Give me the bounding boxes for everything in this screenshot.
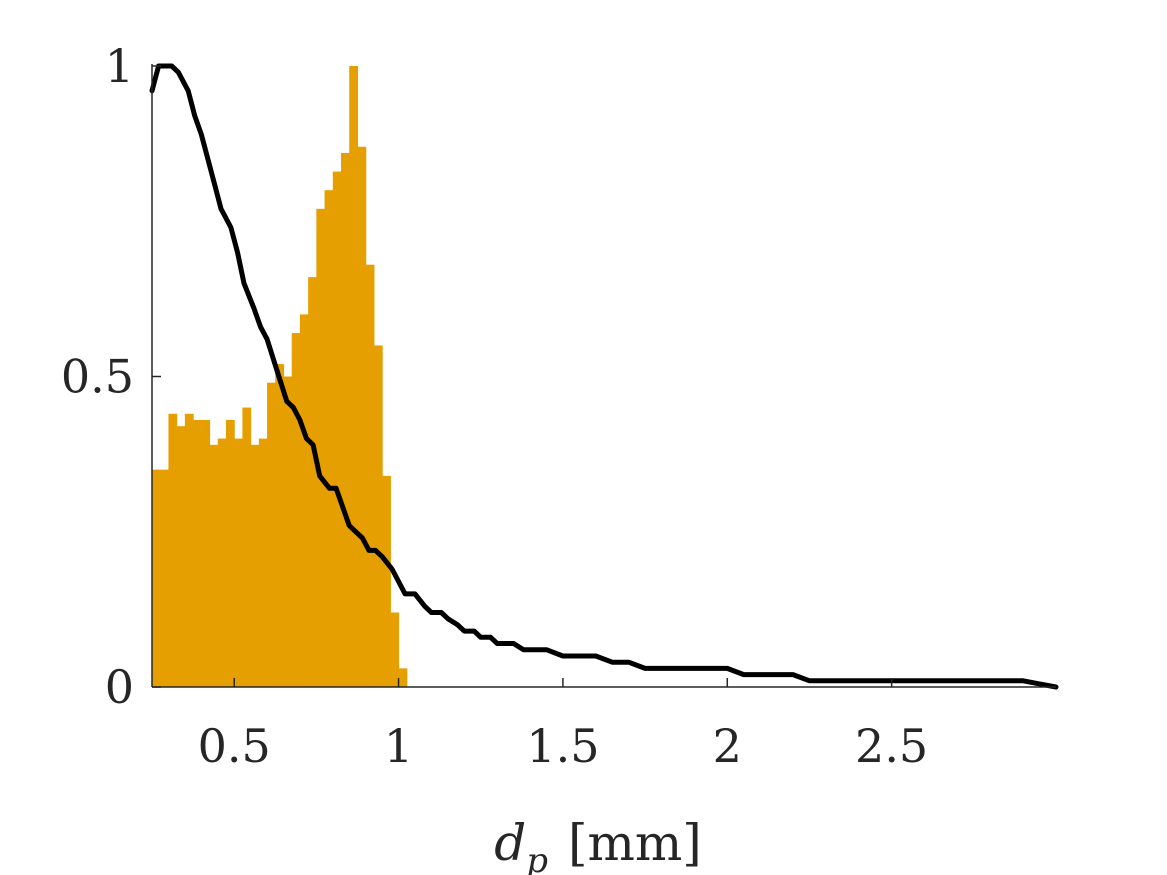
y-tick-label: 0.5: [61, 350, 134, 404]
density-curve: [149, 63, 1059, 690]
histogram-bar: [382, 475, 391, 687]
histogram-bar: [225, 419, 235, 687]
histogram-bar: [291, 333, 301, 687]
tick-labels: 0.5 1 1.5 2 2.5 0 0.5 1: [61, 39, 928, 773]
histogram-bar: [209, 444, 219, 687]
histogram-bar: [341, 152, 350, 687]
histogram-bar: [349, 66, 359, 687]
histogram-bar: [373, 345, 383, 687]
histogram-bar: [275, 364, 285, 687]
x-axis-label-var: d: [494, 814, 526, 872]
y-tick-label: 0: [105, 660, 134, 714]
histogram-bar: [168, 413, 178, 687]
histogram-bar: [283, 376, 293, 687]
histogram-bar: [258, 438, 268, 687]
histogram-bar: [299, 314, 309, 687]
histogram-bar: [242, 407, 252, 687]
y-tick-label: 1: [105, 39, 134, 93]
x-tick-label: 2.5: [855, 719, 928, 773]
histogram-bars: [152, 66, 408, 688]
histogram-bar: [332, 171, 342, 687]
histogram-bar: [316, 208, 326, 687]
histogram-bar: [201, 419, 211, 687]
x-tick-label: 2: [713, 719, 742, 773]
histogram-bar: [250, 444, 260, 687]
axes: [151, 64, 1056, 688]
histogram-bar: [357, 146, 367, 688]
histogram-bar: [152, 469, 170, 687]
histogram-bar: [390, 612, 400, 687]
x-axis-label: dp [mm]: [494, 814, 702, 875]
x-tick-label: 1.5: [526, 719, 599, 773]
x-tick-label: 1: [384, 719, 413, 773]
histogram-bar: [234, 438, 243, 687]
histogram-bar: [217, 438, 227, 687]
histogram-bar: [176, 426, 186, 687]
histogram-bar: [267, 382, 276, 687]
histogram-bar: [184, 413, 194, 687]
histogram-bar: [398, 668, 408, 687]
x-tick-label: 0.5: [198, 719, 271, 773]
histogram-bar: [193, 419, 202, 687]
histogram-bar: [308, 277, 317, 687]
histogram-bar: [365, 264, 375, 687]
histogram-bar: [324, 190, 334, 687]
curve-layer: [149, 63, 1059, 690]
x-axis-label-unit: [mm]: [568, 814, 702, 872]
x-axis-label-subscript: p: [526, 841, 548, 875]
